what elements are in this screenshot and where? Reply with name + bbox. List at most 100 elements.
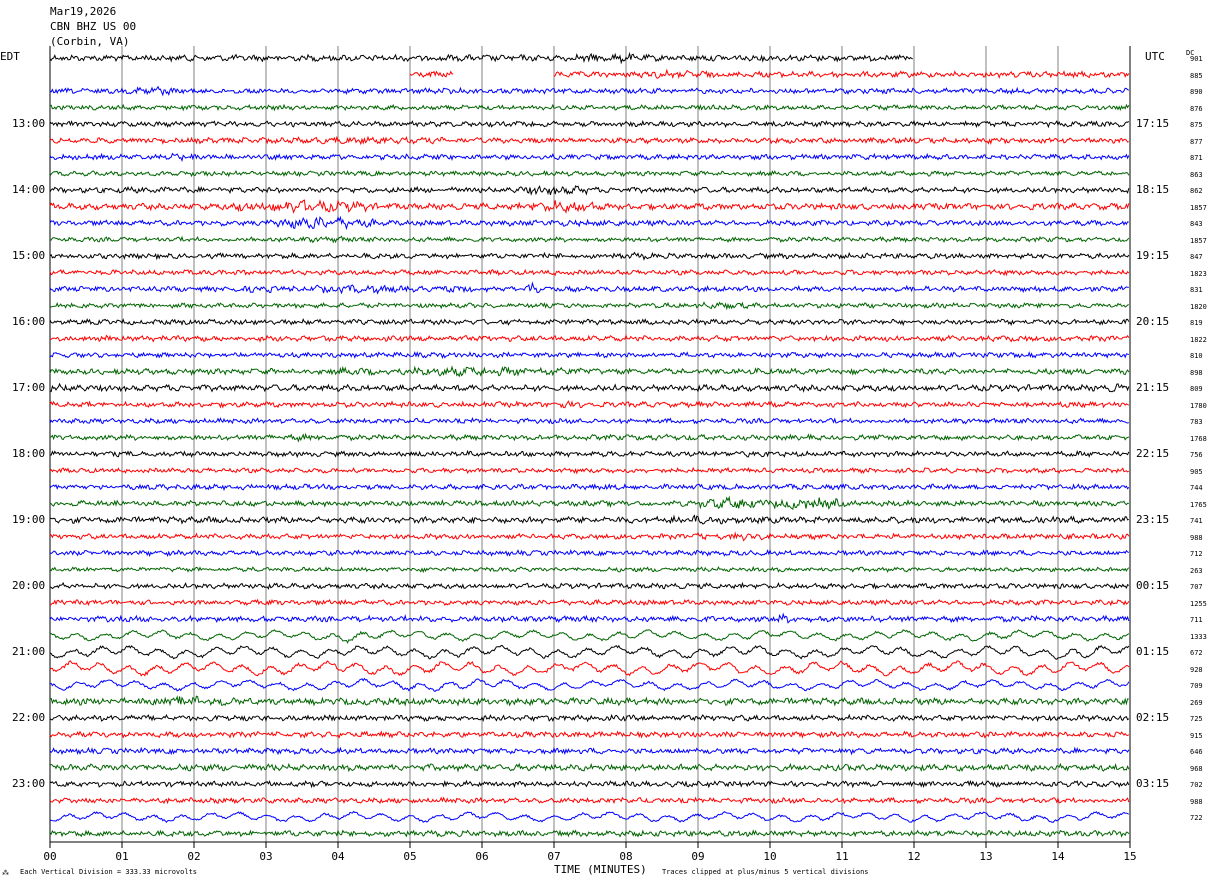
dc-offset-value: 843 [1190,220,1203,228]
utc-timezone-label: UTC [1145,50,1165,63]
dc-offset-value: 847 [1190,253,1203,261]
dc-offset-value: 1255 [1190,599,1207,608]
x-tick-label-04: 04 [331,850,345,863]
trace-row-11 [49,235,1130,244]
dc-offset-value: 1857 [1190,236,1207,245]
trace-row-21 [49,400,1130,409]
x-tick-label-02: 02 [187,850,200,863]
left-time-label: 21:00 [12,645,46,658]
dc-offset-value: 646 [1190,748,1203,756]
dc-offset-value: 988 [1190,533,1203,542]
dc-offset-value: 263 [1190,566,1203,575]
x-tick-label-07: 07 [547,850,560,863]
left-time-label: 13:00 [12,117,46,130]
trace-row-46 [49,810,1130,823]
dc-offset-value: 741 [1190,517,1203,525]
right-time-label: 19:15 [1136,249,1170,262]
dc-offset-value: 1780 [1190,401,1207,410]
trace-row-29 [49,531,1130,542]
dc-offset-value: 905 [1190,467,1203,476]
trace-row-26 [49,482,1130,492]
dc-offset-value: 898 [1190,368,1203,377]
right-time-label: 00:15 [1136,579,1170,592]
right-time-label: 03:15 [1136,777,1170,790]
trace-row-23 [49,432,1130,443]
x-tick-label-13: 13 [979,850,992,863]
left-time-label: 17:00 [12,381,46,394]
left-time-label: 22:00 [12,711,46,724]
trace-row-38 [49,677,1130,693]
clip-note: Traces clipped at plus/minus 5 vertical … [662,868,869,876]
left-time-label: 19:00 [12,513,46,526]
dc-offset-value: 885 [1190,71,1203,80]
x-tick-label-15: 15 [1123,850,1136,863]
trace-row-3 [49,103,1130,112]
right-time-label: 23:15 [1136,513,1170,526]
dc-offset-value: 707 [1190,583,1203,591]
dc-offset-value: 875 [1190,121,1203,129]
x-tick-label-09: 09 [691,850,704,863]
trace-row-0 [49,51,913,65]
trace-row-34 [49,612,1130,624]
trace-row-40 [49,713,1130,723]
trace-row-8 [49,185,1130,196]
dc-offset-value: 1768 [1190,434,1207,443]
trace-row-27 [49,495,1129,511]
trace-row-5 [49,135,1129,146]
trace-row-16 [49,318,1130,327]
trace-row-43 [49,762,1130,773]
trace-row-10 [49,215,1129,231]
dc-offset-value: 702 [1190,781,1203,789]
dc-offset-value: 901 [1190,55,1203,63]
trace-row-25 [49,466,1130,475]
dc-offset-value: 1333 [1190,632,1207,641]
dc-offset-value: 915 [1190,731,1203,740]
x-tick-label-14: 14 [1051,850,1065,863]
x-axis-ticks: 00 01 02 03 04 05 06 07 08 09 10 11 12 13 14 15 [43,842,1137,863]
trace-row-39 [49,695,1129,707]
trace-row-41 [49,730,1130,739]
dc-offset-value: 725 [1190,715,1203,723]
seismic-traces [49,51,1130,838]
station-location: (Corbin, VA) [50,35,130,48]
dc-offset-value: 863 [1190,170,1203,179]
dc-offset-value: 722 [1190,814,1203,822]
x-tick-label-01: 01 [115,850,128,863]
dc-offset-value: 1765 [1190,500,1207,509]
dc-offset-value: 1822 [1190,335,1207,344]
trace-row-22 [49,416,1129,425]
dc-offset-value: 1823 [1190,269,1207,278]
dc-offset-value: 712 [1190,550,1203,558]
right-time-label: 20:15 [1136,315,1170,328]
trace-row-45 [49,796,1130,805]
dc-offset-value: 876 [1190,104,1203,113]
trace-row-1-seg-1 [553,68,1130,80]
right-time-label: 21:15 [1136,381,1170,394]
local-timezone-label: EDT [0,50,20,63]
dc-offset-value: 890 [1190,88,1203,96]
trace-row-37 [49,660,1130,677]
x-tick-label-11: 11 [835,850,848,863]
trace-row-31 [49,565,1130,574]
dc-offset-value: 862 [1190,187,1203,195]
dc-offset-label: DC [1186,49,1195,57]
trace-row-47 [49,829,1130,838]
trace-row-33 [49,598,1130,607]
x-tick-label-12: 12 [907,850,920,863]
corner-mark: ⁂ [2,869,9,877]
trace-row-24 [49,449,1130,459]
trace-row-9 [49,199,1130,214]
dc-offset-value: 269 [1190,698,1203,707]
dc-offset-value: 988 [1190,797,1203,806]
x-tick-label-00: 00 [43,850,56,863]
station-code: CBN BHZ US 00 [50,20,137,33]
right-time-label: 17:15 [1136,117,1170,130]
trace-row-1-seg-0 [409,70,454,78]
minute-grid [49,46,1131,843]
x-axis-title: TIME (MINUTES) [554,863,647,876]
trace-row-36 [49,644,1130,660]
dc-offset-value: 831 [1190,286,1203,294]
dc-offset-value: 709 [1190,682,1203,690]
left-time-label: 14:00 [12,183,46,196]
trace-row-19 [49,365,1130,378]
